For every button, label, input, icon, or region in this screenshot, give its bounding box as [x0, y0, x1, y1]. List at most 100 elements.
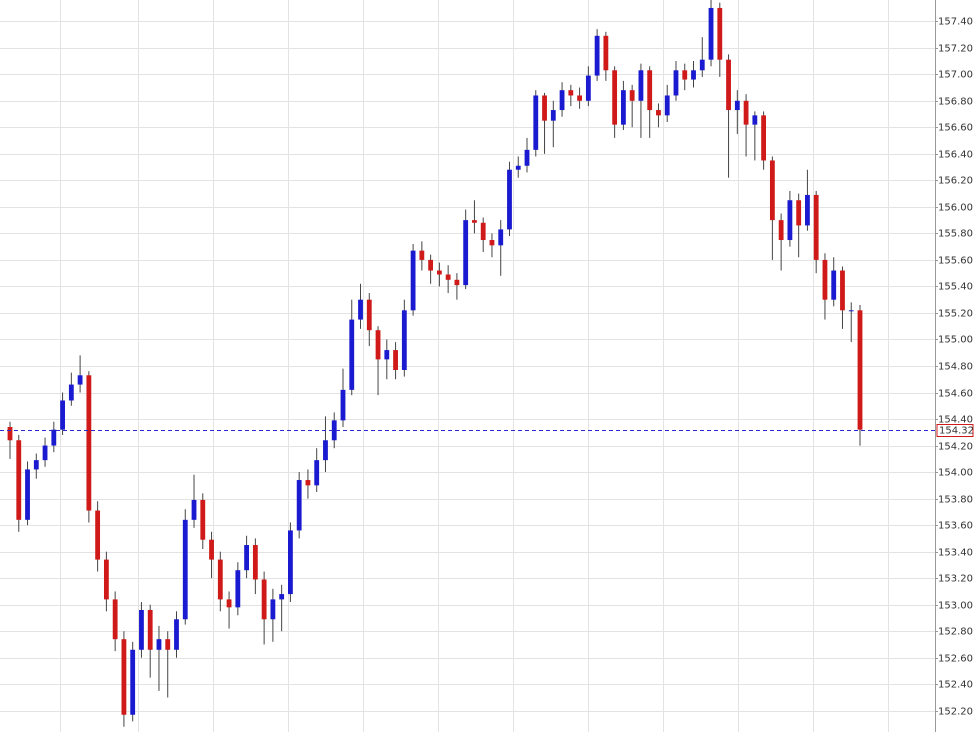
- candle-body: [717, 7, 723, 60]
- candle-body: [761, 115, 767, 161]
- candle-body: [805, 194, 810, 226]
- candle-body: [673, 70, 679, 96]
- candle-body: [349, 319, 355, 390]
- candle-body: [857, 310, 863, 430]
- y-tick-label: 154.80: [938, 362, 973, 373]
- candle-body: [95, 510, 101, 560]
- candle-body: [340, 389, 346, 421]
- y-tick-label: 153.20: [938, 574, 973, 585]
- y-tick-label: 157.40: [938, 17, 973, 28]
- candle-body: [165, 639, 171, 650]
- y-tick-label: 153.60: [938, 521, 973, 532]
- candle-body: [139, 610, 144, 650]
- candle-body: [358, 299, 363, 320]
- candle-body: [16, 440, 22, 520]
- candle-body: [682, 70, 688, 80]
- candle-body: [647, 70, 653, 111]
- candle-body: [656, 110, 661, 116]
- candle-body: [331, 420, 337, 441]
- candle-body: [489, 240, 495, 246]
- candle-body: [130, 649, 136, 715]
- candle-body: [261, 579, 267, 620]
- y-tick-label: 153.80: [938, 495, 973, 506]
- y-tick-label: 152.60: [938, 654, 973, 665]
- candle-body: [480, 222, 486, 241]
- candle-body: [769, 160, 775, 221]
- candle-body: [174, 619, 179, 650]
- candle-body: [498, 229, 504, 246]
- candle-body: [708, 7, 714, 60]
- y-tick-label: 154.00: [938, 468, 973, 479]
- y-tick-label: 154.40: [938, 415, 973, 426]
- candle-body: [86, 375, 92, 511]
- candle-body: [209, 539, 214, 560]
- candle-body: [743, 100, 749, 125]
- candle-body: [25, 469, 30, 520]
- y-tick-label: 156.60: [938, 123, 973, 134]
- candle-body: [314, 460, 320, 486]
- candle-body: [121, 639, 127, 715]
- candle-body: [51, 429, 57, 446]
- candle-body: [524, 149, 530, 166]
- candle-body: [568, 90, 574, 96]
- candle-body: [252, 545, 258, 580]
- y-tick-label: 155.60: [938, 256, 973, 267]
- candle-body: [813, 194, 819, 260]
- y-tick-label: 153.00: [938, 601, 973, 612]
- candle-body: [507, 169, 512, 230]
- candle-body: [226, 599, 232, 608]
- y-tick-label: 156.40: [938, 150, 973, 161]
- candle-body: [235, 570, 241, 608]
- candle-body: [778, 220, 784, 241]
- candle-body: [393, 350, 398, 370]
- candle-body: [796, 200, 802, 226]
- candle-body: [296, 480, 302, 531]
- candle-body: [840, 270, 845, 311]
- candle-body: [384, 350, 390, 360]
- y-tick-label: 152.40: [938, 680, 973, 691]
- candle-body: [182, 519, 188, 620]
- candle-body: [147, 610, 153, 650]
- candle-body: [691, 70, 696, 80]
- candle-body: [419, 250, 425, 260]
- candle-body: [305, 480, 311, 486]
- y-tick-label: 152.20: [938, 707, 973, 718]
- candle-body: [217, 559, 223, 600]
- candle-body: [366, 299, 372, 331]
- candle-body: [612, 70, 618, 125]
- candle-body: [454, 279, 460, 286]
- y-tick-label: 155.80: [938, 229, 973, 240]
- candle-body: [559, 90, 565, 111]
- candle-body: [191, 499, 197, 520]
- y-tick-label: 152.80: [938, 627, 973, 638]
- candle-body: [103, 559, 109, 600]
- y-tick-label: 157.20: [938, 44, 973, 55]
- candle-body: [7, 427, 13, 441]
- candle-body: [603, 35, 609, 71]
- last-price-label: 154.32: [939, 426, 974, 437]
- y-tick-label: 154.20: [938, 442, 973, 453]
- candle-body: [585, 75, 591, 101]
- y-tick-label: 155.20: [938, 309, 973, 320]
- candle-body: [112, 599, 118, 640]
- candle-body: [822, 259, 828, 300]
- candle-body: [787, 200, 793, 241]
- candle-body: [699, 59, 705, 71]
- candle-body: [463, 220, 469, 286]
- candle-body: [244, 545, 250, 571]
- y-tick-label: 157.00: [938, 70, 973, 81]
- candle-body: [60, 400, 65, 430]
- candle-body: [726, 59, 731, 111]
- candle-body: [664, 95, 670, 116]
- candle-body: [542, 95, 547, 121]
- y-tick-label: 155.40: [938, 282, 973, 293]
- candle-body: [734, 100, 740, 111]
- candle-body: [629, 90, 635, 101]
- candle-body: [410, 250, 416, 311]
- candle-body: [77, 375, 83, 385]
- candle-body: [200, 499, 206, 540]
- candle-body: [270, 599, 276, 620]
- candle-body: [848, 310, 854, 312]
- candle-body: [375, 330, 381, 360]
